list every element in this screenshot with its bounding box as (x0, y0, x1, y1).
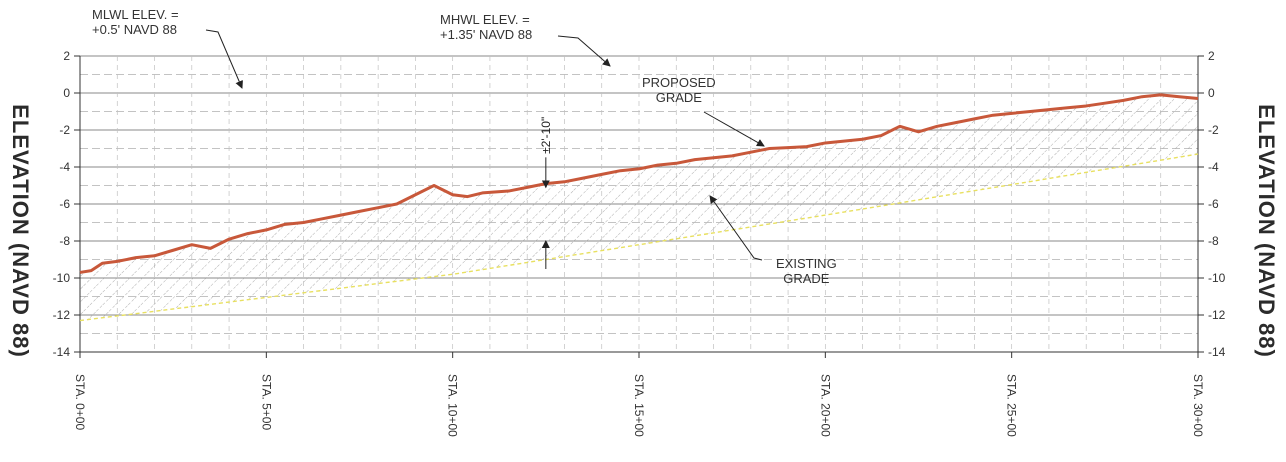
mhwl-annotation: MHWL ELEV. = +1.35' NAVD 88 (440, 12, 533, 42)
y-tick-label: -12 (1208, 308, 1226, 322)
mhwl-leader (557, 35, 611, 67)
proposed-grade-label: PROPOSED GRADE (642, 75, 716, 105)
dimension-label: ±2'-10" (539, 117, 553, 154)
proposed-leader (703, 111, 765, 147)
x-tick-label: STA. 10+00 (446, 374, 460, 437)
x-tick-label: STA. 20+00 (818, 374, 832, 437)
hatch-area (80, 94, 1198, 321)
y-axis-title-right: ELEVATION (NAVD 88) (1254, 104, 1279, 358)
mlwl-annotation: MLWL ELEV. = +0.5' NAVD 88 (92, 7, 179, 37)
y-tick-label: -8 (1208, 234, 1219, 248)
y-tick-label: -10 (53, 271, 71, 285)
x-tick-label: STA. 30+00 (1191, 374, 1205, 437)
y-tick-label: 2 (1208, 49, 1215, 63)
y-tick-label: -8 (59, 234, 70, 248)
y-tick-label: -14 (53, 345, 71, 359)
x-tick-label: STA. 25+00 (1005, 374, 1019, 437)
y-tick-label: -6 (59, 197, 70, 211)
existing-leader (709, 195, 763, 261)
y-tick-label: -14 (1208, 345, 1226, 359)
mlwl-leader (205, 29, 243, 89)
x-tick-label: STA. 15+00 (632, 374, 646, 437)
y-tick-label: 2 (63, 49, 70, 63)
y-tick-label: -4 (59, 160, 70, 174)
annotation-arrows: ±2'-10" (205, 29, 765, 269)
y-tick-label: -4 (1208, 160, 1219, 174)
existing-grade-line (79, 153, 1199, 322)
existing-grade-label: EXISTING GRADE (776, 256, 837, 286)
y-tick-label: -6 (1208, 197, 1219, 211)
y-tick-label: -12 (53, 308, 71, 322)
proposed-grade-line (79, 93, 1199, 274)
y-tick-label: -2 (59, 123, 70, 137)
x-tick-label: STA. 5+00 (259, 374, 273, 430)
axes: 2 2 0 0 -2 -2 -4 -4 -6 -6 -8 -8 -10 -10 -12 -12 -14 -14 ST… (53, 49, 1226, 437)
y-tick-label: 0 (63, 86, 70, 100)
y-axis-title-left: ELEVATION (NAVD 88) (8, 104, 33, 358)
y-tick-label: -10 (1208, 271, 1226, 285)
y-tick-label: 0 (1208, 86, 1215, 100)
y-tick-label: -2 (1208, 123, 1219, 137)
series (79, 93, 1199, 322)
x-tick-label: STA. 0+00 (73, 374, 87, 430)
cut-fill-area (80, 94, 1198, 321)
